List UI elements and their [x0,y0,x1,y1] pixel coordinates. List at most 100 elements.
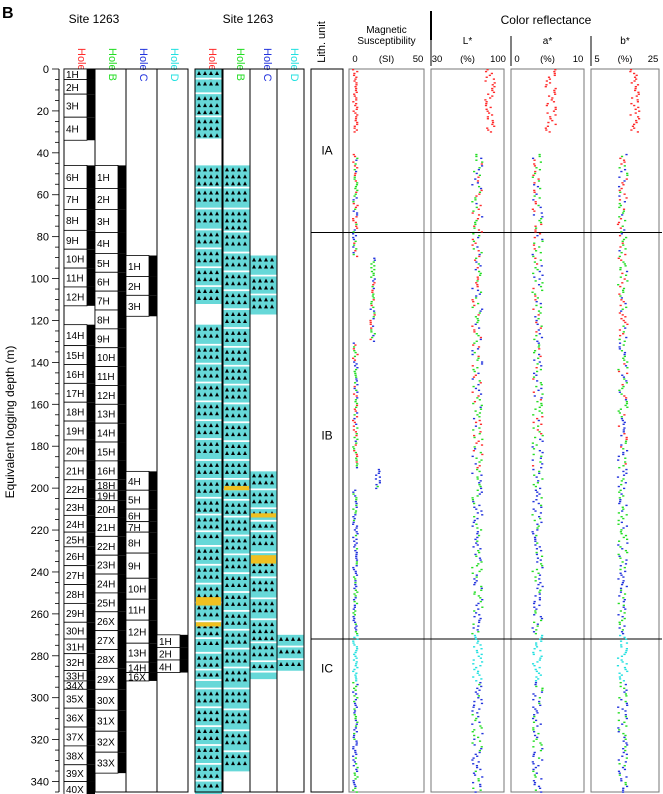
lith-unit-label: IB [321,429,332,443]
data-point [534,227,538,229]
foram-symbol [203,462,207,467]
data-point [475,766,479,769]
data-panel-title: L* [463,36,473,47]
data-point [538,593,541,595]
panel-letter: B [2,5,14,22]
data-point [477,185,481,188]
foram-symbol [270,622,274,627]
data-point [541,463,544,465]
data-point [481,514,484,516]
core-label: 20H [66,446,84,457]
data-point [475,542,478,544]
data-point [618,293,621,295]
data-point [353,712,356,714]
foram-symbol [197,766,201,771]
data-point [354,583,357,586]
core-recovery-bar [149,553,157,579]
data-point [484,104,488,107]
ooze-fill [195,546,222,565]
data-point [355,191,358,193]
data-point [355,542,358,544]
foram-symbol [231,281,235,286]
ooze-fill [223,291,250,309]
core-label: 23H [97,561,115,572]
core-label: 10H [66,255,84,266]
foram-symbol [264,587,268,592]
data-point [537,357,540,359]
foram-symbol [252,664,256,669]
data-point [373,314,376,316]
foram-symbol [231,312,235,316]
foram-symbol [215,251,219,256]
data-point [356,121,359,124]
data-point [478,255,481,258]
foram-symbol [197,270,201,275]
core-label: 14H [128,663,146,674]
data-point [534,632,537,635]
data-point [538,361,541,363]
foram-symbol [197,295,201,300]
data-point [535,548,539,550]
data-point [352,69,355,71]
foram-symbol [209,119,213,124]
data-point [617,185,621,188]
data-point [624,219,627,222]
data-point [554,93,557,95]
data-point [474,221,477,224]
data-point [541,687,544,690]
data-point [624,316,627,318]
data-point [355,538,358,541]
data-point [537,583,540,586]
data-point [541,240,544,243]
data-point [621,755,624,757]
core-recovery-bar [118,536,126,556]
foram-symbol [203,655,207,660]
data-point [618,312,621,314]
foram-symbol [197,507,201,512]
data-point [618,623,622,625]
foram-symbol [209,333,213,338]
foram-symbol [243,225,247,230]
foram-symbol [237,241,241,246]
foram-symbol [264,534,268,539]
data-point [477,549,480,552]
data-point [356,106,359,109]
foram-symbol [231,300,235,305]
core-recovery-bar [87,117,95,141]
data-point [354,549,357,552]
data-point [532,740,535,742]
data-point [353,127,356,129]
data-point [533,734,537,737]
lith-unit-label: IC [321,661,333,675]
data-point [354,495,357,497]
ooze-fill [250,295,277,316]
foram-symbol [215,747,219,752]
data-point [619,204,623,207]
foram-symbol [197,119,201,124]
foram-symbol [237,761,241,766]
data-point [624,668,627,671]
data-point [352,659,356,661]
core-label: 25H [97,598,115,609]
foram-symbol [243,319,247,323]
data-point [539,517,542,520]
data-point [477,780,480,782]
data-point [531,761,534,763]
foram-symbol [258,499,262,504]
foram-symbol [197,593,201,598]
data-point [534,719,538,722]
data-point [480,363,484,365]
foram-symbol [197,631,201,636]
core-recovery-bar [87,439,95,461]
data-point [375,487,378,490]
foram-symbol [231,394,235,399]
data-point [352,523,355,525]
data-point [532,651,535,654]
foram-symbol [237,356,241,361]
data-point [352,764,355,767]
data-point [472,233,475,235]
data-point [490,72,493,75]
foram-symbol [225,469,229,474]
data-point [619,500,622,503]
data-point [471,759,474,761]
